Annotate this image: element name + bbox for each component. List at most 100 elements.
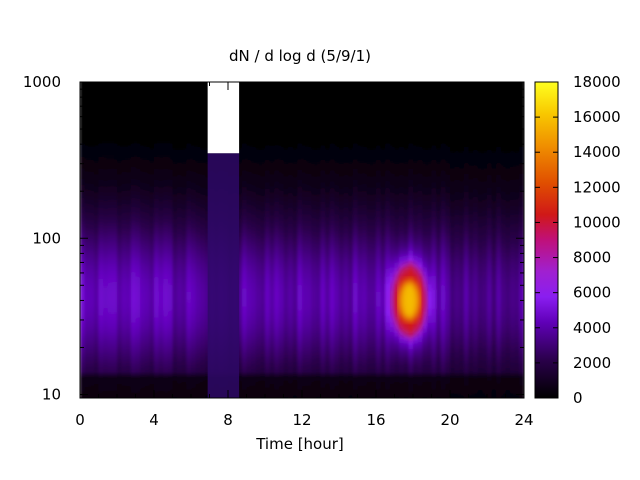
heatmap-column [144, 82, 150, 398]
heatmap-column [302, 82, 308, 398]
heatmap-column [357, 82, 363, 398]
heatmap-column [403, 82, 409, 398]
heatmap-column [376, 82, 382, 398]
heatmap-column [112, 82, 118, 398]
heatmap-column [93, 82, 100, 398]
x-axis-label: Time [hour] [255, 435, 344, 453]
missing-data-region [207, 82, 240, 154]
heatmap-column [399, 82, 405, 398]
heatmap-column [251, 82, 257, 398]
heatmap-column [288, 82, 294, 398]
heatmap-column [315, 82, 322, 398]
x-tick-label: 4 [149, 411, 159, 429]
heatmap-column [121, 82, 127, 398]
y-axis: 10 100 1000 [23, 73, 524, 404]
heatmap-column [140, 82, 146, 398]
heatmap-column [320, 82, 326, 398]
heatmap-column [445, 82, 451, 398]
heatmap-column [329, 82, 335, 398]
heatmap-column [343, 82, 349, 398]
heatmap-column [510, 82, 516, 398]
heatmap-column [158, 82, 164, 398]
heatmap-column [417, 82, 423, 398]
heatmap-column [306, 82, 312, 398]
heatmap-column [491, 82, 497, 398]
heatmap-column [154, 82, 160, 398]
colorbar: 0 2000 4000 6000 8000 10000 12000 14000 16000 180… [534, 73, 621, 407]
x-tick-label: 12 [292, 411, 311, 429]
heatmap-column [348, 82, 354, 398]
heatmap-column [283, 82, 289, 398]
heatmap-column [181, 82, 187, 398]
heatmap-column [80, 82, 86, 398]
x-tick-label: 0 [75, 411, 85, 429]
heatmap-column [204, 82, 211, 398]
heatmap-column [500, 82, 507, 398]
heatmap-column [362, 82, 368, 398]
heatmap-column [107, 82, 113, 398]
heatmap-column [311, 82, 317, 398]
heatmap-column [440, 82, 446, 398]
heatmap-column [269, 82, 275, 398]
heatmap-column [195, 82, 201, 398]
heatmap-column [237, 82, 243, 398]
heatmap-column [339, 82, 345, 398]
colorbar-tick-label: 16000 [573, 108, 621, 126]
heatmap-column [454, 82, 460, 398]
x-tick-label: 8 [223, 411, 233, 429]
heatmap-column [463, 82, 470, 398]
y-tick-label: 1000 [23, 73, 61, 91]
heatmap-column [487, 82, 493, 398]
heatmap-column [325, 82, 331, 398]
heatmap-column [431, 82, 437, 398]
heatmap-column [292, 82, 298, 398]
heatmap-column [389, 82, 396, 398]
heatmap-column [436, 82, 442, 398]
colorbar-gradient [535, 82, 558, 398]
heatmap-column [84, 82, 90, 398]
heatmap-column [163, 82, 169, 398]
heatmap-column [334, 82, 340, 398]
heatmap-column [274, 82, 280, 398]
heatmap-column [394, 82, 400, 398]
heatmap-column [450, 82, 456, 398]
heatmap-column [371, 82, 377, 398]
heatmap-column [297, 82, 303, 398]
x-tick-label: 16 [366, 411, 385, 429]
heatmap-column [149, 82, 155, 398]
heatmap-column [422, 82, 428, 398]
colorbar-ticks: 0 2000 4000 6000 8000 10000 12000 14000 16000 180… [535, 73, 621, 407]
heatmap-column [172, 82, 178, 398]
heatmap-column [385, 82, 391, 398]
colorbar-frame [534, 81, 559, 399]
heatmap-column [200, 82, 206, 398]
heatmap-column [459, 82, 465, 398]
heatmap-area [80, 82, 524, 398]
colorbar-tick-label: 2000 [573, 354, 611, 372]
heatmap-column [246, 82, 252, 398]
chart-title: dN / d log d (5/9/1) [229, 47, 371, 65]
heatmap-column [265, 82, 271, 398]
colorbar-tick-label: 18000 [573, 73, 621, 91]
heatmap-column [278, 82, 285, 398]
heatmap-column [496, 82, 502, 398]
heatmap-column [167, 82, 174, 398]
heatmap-column [413, 82, 419, 398]
heatmap-column [514, 82, 520, 398]
heatmap-column [505, 82, 511, 398]
heatmap-column [117, 82, 123, 398]
x-tick-label: 24 [514, 411, 533, 429]
heatmap-column [241, 82, 248, 398]
heatmap-column [519, 82, 524, 398]
heatmap-column [426, 82, 433, 398]
heatmap-column [89, 82, 95, 398]
x-tick-label: 20 [440, 411, 459, 429]
colorbar-tick-label: 10000 [573, 213, 621, 231]
heatmap-column [130, 82, 137, 398]
peak-core [399, 280, 420, 321]
colorbar-tick-label: 12000 [573, 178, 621, 196]
heatmap-column [177, 82, 183, 398]
x-axis: 0 4 8 12 16 20 24 [75, 82, 534, 429]
colorbar-tick-label: 14000 [573, 143, 621, 161]
